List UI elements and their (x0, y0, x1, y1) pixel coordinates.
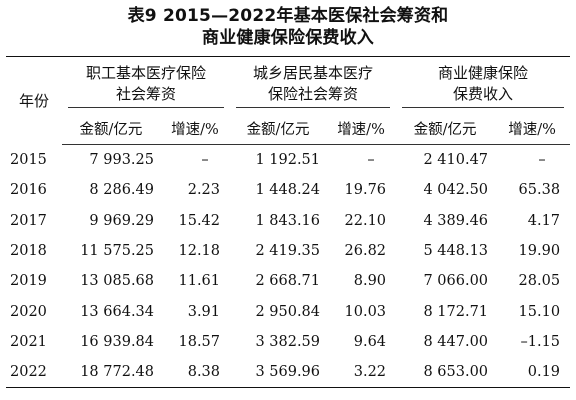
commercial-growth-cell: 4.17 (527, 212, 561, 229)
table-row: 2018 11 575.25 12.18 2 419.35 26.82 5 448.13 1… (6, 236, 570, 266)
employee-amount-cell: 7 993.25 (89, 152, 154, 169)
resident-amount-cell: 2 668.71 (255, 273, 321, 290)
employee-growth-cell: 15.42 (178, 212, 221, 229)
group-divider (68, 106, 225, 108)
commercial-amount-cell: 4 042.50 (423, 182, 489, 199)
resident-growth-cell: 26.82 (344, 243, 387, 260)
table-title: 表9 2015—2022年基本医保社会筹资和 商业健康保险保费收入 (0, 0, 576, 49)
group-header-line: 商业健康保险 (438, 63, 529, 82)
commercial-growth-cell: 65.38 (518, 182, 561, 199)
commercial-growth-cell: –1.15 (520, 333, 561, 350)
resident-growth-cell: 22.10 (344, 212, 387, 229)
sub-header-amount: 金额/亿元 (396, 113, 495, 145)
resident-amount-cell: 1 448.24 (255, 182, 321, 199)
sub-header-growth: 增速/% (160, 113, 231, 145)
table-row: 2016 8 286.49 2.23 1 448.24 19.76 4 042.50 65.… (6, 175, 570, 205)
group-header-line: 社会筹资 (116, 84, 177, 103)
resident-amount-cell: 2 419.35 (255, 243, 321, 260)
resident-growth-cell: 8.90 (353, 273, 387, 290)
resident-amount-cell: 2 950.84 (255, 303, 321, 320)
resident-growth-cell: 19.76 (344, 182, 387, 199)
year-cell: 2019 (10, 273, 47, 290)
title-line-2: 商业健康保险保费收入 (202, 28, 374, 48)
table-row: 2020 13 664.34 3.91 2 950.84 10.03 8 172.71 15… (6, 296, 570, 326)
employee-amount-cell: 8 286.49 (89, 182, 154, 199)
commercial-amount-cell: 8 172.71 (423, 303, 489, 320)
resident-growth-cell: 9.64 (353, 333, 387, 350)
sub-header-row: 金额/亿元 增速/% 金额/亿元 增速/% 金额/亿元 增速/% (6, 113, 571, 145)
employee-growth-cell: 2.23 (187, 182, 221, 199)
commercial-amount-cell: 5 448.13 (423, 243, 489, 260)
commercial-amount-cell: 4 389.46 (423, 212, 489, 229)
employee-growth-cell: 12.18 (178, 243, 221, 260)
year-cell: 2018 (10, 243, 47, 260)
employee-amount-cell: 13 664.34 (80, 303, 154, 320)
group-header-commercial: 商业健康保险 保费收入 (396, 57, 570, 114)
group-header-line: 保险社会筹资 (268, 84, 359, 103)
group-header-line: 职工基本医疗保险 (86, 63, 207, 82)
employee-amount-cell: 11 575.25 (80, 243, 154, 260)
table-row: 2019 13 085.68 11.61 2 668.71 8.90 7 066.00 28… (6, 266, 570, 296)
group-divider (236, 106, 391, 108)
year-cell: 2020 (10, 303, 47, 320)
year-cell: 2021 (10, 333, 47, 350)
table-row: 2015 7 993.25 – 1 192.51 – 2 410.47 – (6, 145, 570, 176)
commercial-growth-cell: 28.05 (518, 273, 561, 290)
group-header-line: 保费收入 (453, 84, 514, 103)
data-table: 年份 职工基本医疗保险 社会筹资 城乡居民基本医疗 保险社会筹资 商业健康保险 … (6, 56, 571, 389)
table-row: 2017 9 969.29 15.42 1 843.16 22.10 4 389.46 4.… (6, 206, 570, 236)
year-cell: 2022 (10, 364, 47, 381)
sub-header-growth: 增速/% (326, 113, 397, 145)
commercial-growth-cell: 15.10 (518, 303, 561, 320)
year-column-header: 年份 (18, 92, 49, 111)
employee-amount-cell: 9 969.29 (89, 212, 154, 229)
year-cell: 2016 (10, 182, 47, 199)
group-header-resident: 城乡居民基本医疗 保险社会筹资 (230, 57, 396, 114)
commercial-amount-cell: 8 447.00 (423, 333, 489, 350)
employee-growth-cell: 18.57 (178, 333, 221, 350)
employee-growth-cell: 3.91 (187, 303, 221, 320)
resident-growth-cell: 10.03 (344, 303, 387, 320)
group-divider (402, 106, 565, 108)
sub-header-amount: 金额/亿元 (230, 113, 327, 145)
resident-amount-cell: 1 192.51 (255, 152, 321, 169)
group-header-line: 城乡居民基本医疗 (253, 63, 374, 82)
resident-amount-cell: 1 843.16 (255, 212, 321, 229)
resident-amount-cell: 3 569.96 (255, 364, 321, 381)
employee-growth-cell: 8.38 (187, 364, 221, 381)
title-line-1: 表9 2015—2022年基本医保社会筹资和 (127, 6, 449, 26)
sub-header-amount: 金额/亿元 (62, 113, 160, 145)
sub-header-growth: 增速/% (494, 113, 571, 145)
table-body: 2015 7 993.25 – 1 192.51 – 2 410.47 – 2016 8 286… (6, 145, 570, 388)
employee-amount-cell: 13 085.68 (80, 273, 154, 290)
resident-growth-cell: – (367, 152, 375, 169)
employee-growth-cell: – (201, 152, 209, 169)
table-row: 2022 18 772.48 8.38 3 569.96 3.22 8 653.00 0.1… (6, 357, 570, 388)
group-header-employee: 职工基本医疗保险 社会筹资 (62, 57, 230, 114)
year-cell: 2015 (10, 151, 47, 168)
employee-amount-cell: 16 939.84 (80, 333, 154, 350)
commercial-growth-cell: 0.19 (527, 364, 561, 381)
commercial-amount-cell: 8 653.00 (423, 364, 489, 381)
commercial-amount-cell: 2 410.47 (423, 152, 489, 169)
employee-amount-cell: 18 772.48 (80, 364, 154, 381)
commercial-amount-cell: 7 066.00 (423, 273, 489, 290)
resident-amount-cell: 3 382.59 (255, 333, 321, 350)
employee-growth-cell: 11.61 (178, 273, 221, 290)
commercial-growth-cell: – (538, 152, 546, 169)
table-row: 2021 16 939.84 18.57 3 382.59 9.64 8 447.00 –1… (6, 327, 570, 357)
year-cell: 2017 (10, 212, 47, 229)
commercial-growth-cell: 19.90 (518, 243, 561, 260)
resident-growth-cell: 3.22 (353, 364, 387, 381)
group-header-row: 年份 职工基本医疗保险 社会筹资 城乡居民基本医疗 保险社会筹资 商业健康保险 … (6, 57, 570, 114)
